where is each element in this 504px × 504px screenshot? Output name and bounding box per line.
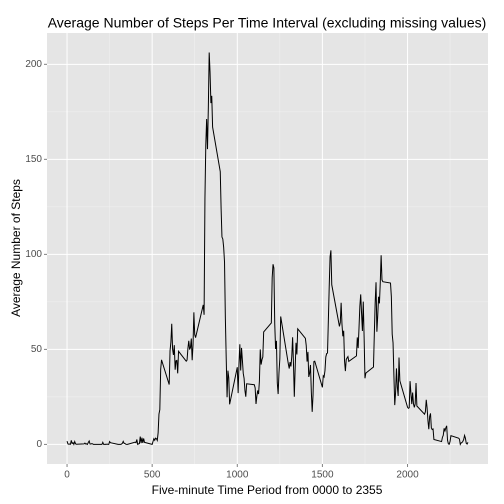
x-axis-label: Five-minute Time Period from 0000 to 235…: [152, 483, 383, 497]
y-axis-label: Average Number of Steps: [9, 179, 23, 317]
x-tick-label: 0: [64, 470, 70, 481]
y-tick-label: 150: [25, 154, 42, 165]
x-tick-label: 2000: [396, 470, 419, 481]
y-tick-label: 50: [31, 344, 43, 355]
x-tick-label: 1000: [226, 470, 249, 481]
plot-panel: [47, 33, 488, 464]
x-tick-label: 1500: [311, 470, 334, 481]
y-tick-label: 0: [36, 439, 42, 450]
chart-title: Average Number of Steps Per Time Interva…: [48, 15, 487, 31]
y-tick-label: 200: [25, 59, 42, 70]
data-line: [66, 52, 469, 446]
x-tick-label: 500: [144, 470, 161, 481]
y-tick-label: 100: [25, 249, 42, 260]
